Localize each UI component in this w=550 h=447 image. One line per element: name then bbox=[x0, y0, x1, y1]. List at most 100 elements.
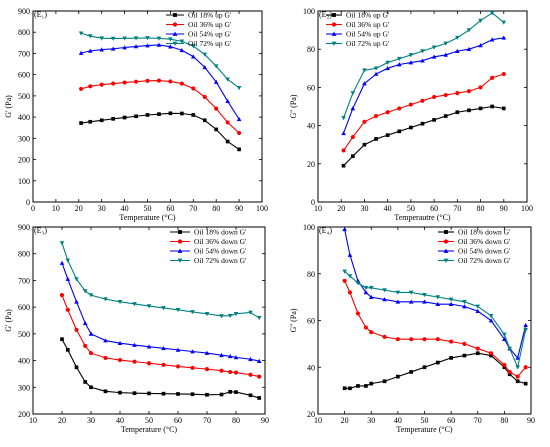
data-point bbox=[213, 79, 219, 84]
data-point bbox=[202, 64, 208, 70]
x-tick-label: 70 bbox=[474, 416, 482, 425]
data-point bbox=[397, 129, 402, 134]
legend-marker bbox=[172, 41, 178, 46]
data-point bbox=[462, 341, 467, 346]
data-point bbox=[88, 331, 94, 336]
x-tick-label: 50 bbox=[144, 204, 152, 213]
data-point bbox=[175, 364, 181, 369]
data-point bbox=[475, 308, 481, 313]
data-point bbox=[443, 52, 449, 57]
data-point bbox=[507, 369, 512, 374]
data-point bbox=[362, 68, 367, 73]
data-point bbox=[409, 370, 414, 374]
x-tick-label: 40 bbox=[121, 204, 129, 213]
x-tick-label: 0 bbox=[31, 204, 35, 213]
series-line bbox=[343, 105, 504, 167]
data-point bbox=[110, 36, 116, 41]
data-point bbox=[227, 353, 233, 359]
data-point bbox=[435, 337, 440, 342]
data-point bbox=[523, 322, 528, 328]
legend-marker bbox=[331, 31, 337, 36]
data-point bbox=[79, 121, 83, 125]
data-point bbox=[225, 98, 230, 104]
data-point bbox=[432, 94, 437, 100]
data-point bbox=[443, 114, 448, 118]
data-point bbox=[341, 163, 346, 168]
series-3 bbox=[78, 42, 242, 122]
data-point bbox=[350, 91, 356, 96]
data-point bbox=[204, 350, 210, 355]
data-point bbox=[176, 392, 180, 396]
data-point bbox=[122, 45, 127, 50]
data-point bbox=[488, 318, 494, 323]
data-point bbox=[146, 361, 152, 366]
y-tick-label: 60 bbox=[307, 317, 315, 326]
data-point bbox=[455, 91, 460, 96]
data-point bbox=[248, 310, 253, 315]
data-point bbox=[478, 18, 483, 23]
data-point bbox=[205, 392, 209, 397]
data-point bbox=[502, 336, 507, 342]
data-point bbox=[342, 227, 347, 232]
data-point bbox=[190, 310, 195, 315]
panel-label: (E₁) bbox=[34, 10, 47, 19]
data-point bbox=[467, 108, 471, 113]
series-1 bbox=[342, 351, 528, 391]
data-point bbox=[161, 391, 166, 396]
data-point bbox=[225, 120, 230, 125]
data-point bbox=[214, 127, 219, 132]
data-point bbox=[478, 106, 483, 111]
data-point bbox=[507, 346, 512, 351]
y-tick-label: 40 bbox=[307, 363, 315, 372]
data-point bbox=[432, 118, 436, 122]
data-point bbox=[449, 356, 453, 360]
data-point bbox=[190, 349, 195, 354]
data-point bbox=[422, 365, 427, 370]
data-point bbox=[132, 391, 137, 396]
data-point bbox=[179, 81, 184, 86]
y-tick-label: 20 bbox=[307, 160, 315, 169]
data-point bbox=[395, 337, 400, 342]
data-point bbox=[431, 45, 437, 50]
series-1 bbox=[60, 337, 262, 400]
data-point bbox=[449, 339, 454, 344]
legend-marker bbox=[178, 230, 182, 234]
data-point bbox=[156, 78, 162, 83]
x-tick-label: 80 bbox=[232, 416, 240, 425]
data-point bbox=[448, 301, 454, 306]
data-point bbox=[435, 301, 441, 306]
data-point bbox=[475, 346, 480, 351]
data-point bbox=[88, 84, 93, 89]
data-point bbox=[74, 299, 79, 304]
series-line bbox=[343, 37, 504, 134]
data-point bbox=[363, 325, 368, 330]
data-point bbox=[88, 293, 94, 298]
y-tick-label: 300 bbox=[18, 383, 30, 392]
legend-marker bbox=[331, 22, 337, 27]
y-tick-label: 500 bbox=[18, 92, 30, 101]
y-tick-label: 20 bbox=[307, 410, 315, 419]
x-tick-label: 10 bbox=[52, 204, 60, 213]
data-point bbox=[237, 130, 242, 136]
data-point bbox=[501, 106, 506, 111]
data-point bbox=[59, 241, 65, 246]
chart-panel-1: 0 10 20 30 40 50 60 70 80 90 100 0 100 200 300 400 500 60… bbox=[4, 7, 268, 222]
data-point bbox=[122, 80, 127, 85]
data-point bbox=[145, 36, 150, 41]
data-point bbox=[515, 365, 520, 370]
data-point bbox=[161, 362, 166, 367]
x-tick-label: 30 bbox=[367, 416, 375, 425]
legend-label: Oil 36% down G' bbox=[458, 237, 511, 246]
x-tick-label: 60 bbox=[174, 416, 182, 425]
x-tick-label: 50 bbox=[421, 416, 429, 425]
data-point bbox=[369, 330, 374, 335]
data-point bbox=[515, 374, 520, 379]
panel-label: (E₄) bbox=[319, 226, 332, 235]
data-point bbox=[103, 355, 108, 360]
legend-label: Oil 54% up G' bbox=[346, 30, 390, 39]
data-point bbox=[99, 82, 104, 87]
data-point bbox=[103, 389, 108, 394]
data-point bbox=[99, 36, 104, 41]
data-point bbox=[342, 278, 347, 283]
data-point bbox=[396, 62, 402, 67]
